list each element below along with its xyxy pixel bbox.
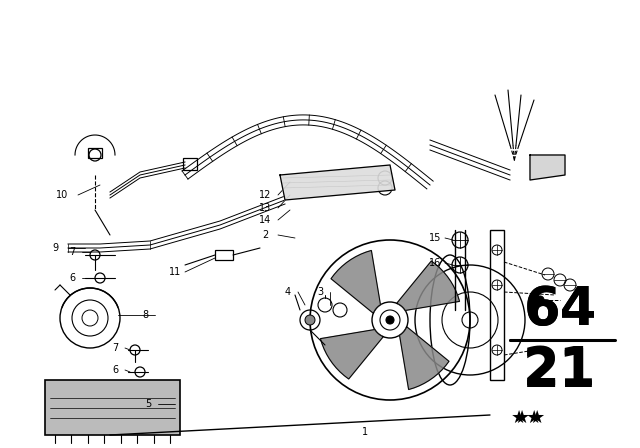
Text: 1: 1 — [362, 427, 368, 437]
Polygon shape — [399, 327, 449, 390]
Circle shape — [305, 315, 315, 325]
Text: 7: 7 — [69, 247, 75, 257]
Text: 2: 2 — [262, 230, 268, 240]
Polygon shape — [280, 165, 395, 200]
Text: 6: 6 — [112, 365, 118, 375]
Text: 10: 10 — [56, 190, 68, 200]
Circle shape — [372, 302, 408, 338]
Bar — [53, 388, 172, 427]
Text: 7: 7 — [112, 343, 118, 353]
Text: 5: 5 — [145, 399, 151, 409]
Text: ★★: ★★ — [514, 409, 546, 427]
Circle shape — [536, 296, 544, 304]
Polygon shape — [397, 261, 460, 310]
Bar — [88, 148, 102, 158]
Bar — [215, 250, 233, 260]
Text: 21: 21 — [524, 344, 596, 396]
Circle shape — [386, 316, 394, 324]
Text: 13: 13 — [259, 203, 271, 213]
Text: 16: 16 — [429, 258, 441, 268]
Text: 9: 9 — [52, 243, 58, 253]
Text: 11: 11 — [169, 267, 181, 277]
Text: 12: 12 — [259, 190, 271, 200]
Text: 64: 64 — [524, 284, 596, 336]
Polygon shape — [530, 155, 565, 180]
Text: 21: 21 — [524, 346, 596, 398]
Bar — [490, 230, 504, 380]
Text: 15: 15 — [429, 233, 441, 243]
Polygon shape — [321, 330, 383, 379]
Bar — [183, 158, 197, 170]
Text: 6: 6 — [69, 273, 75, 283]
Text: 4: 4 — [285, 287, 291, 297]
Text: 14: 14 — [259, 215, 271, 225]
Text: ★★: ★★ — [511, 409, 543, 427]
Polygon shape — [331, 250, 380, 313]
Text: 3: 3 — [317, 287, 323, 297]
Text: 64: 64 — [524, 284, 596, 336]
Bar — [45, 380, 180, 435]
Text: 8: 8 — [142, 310, 148, 320]
